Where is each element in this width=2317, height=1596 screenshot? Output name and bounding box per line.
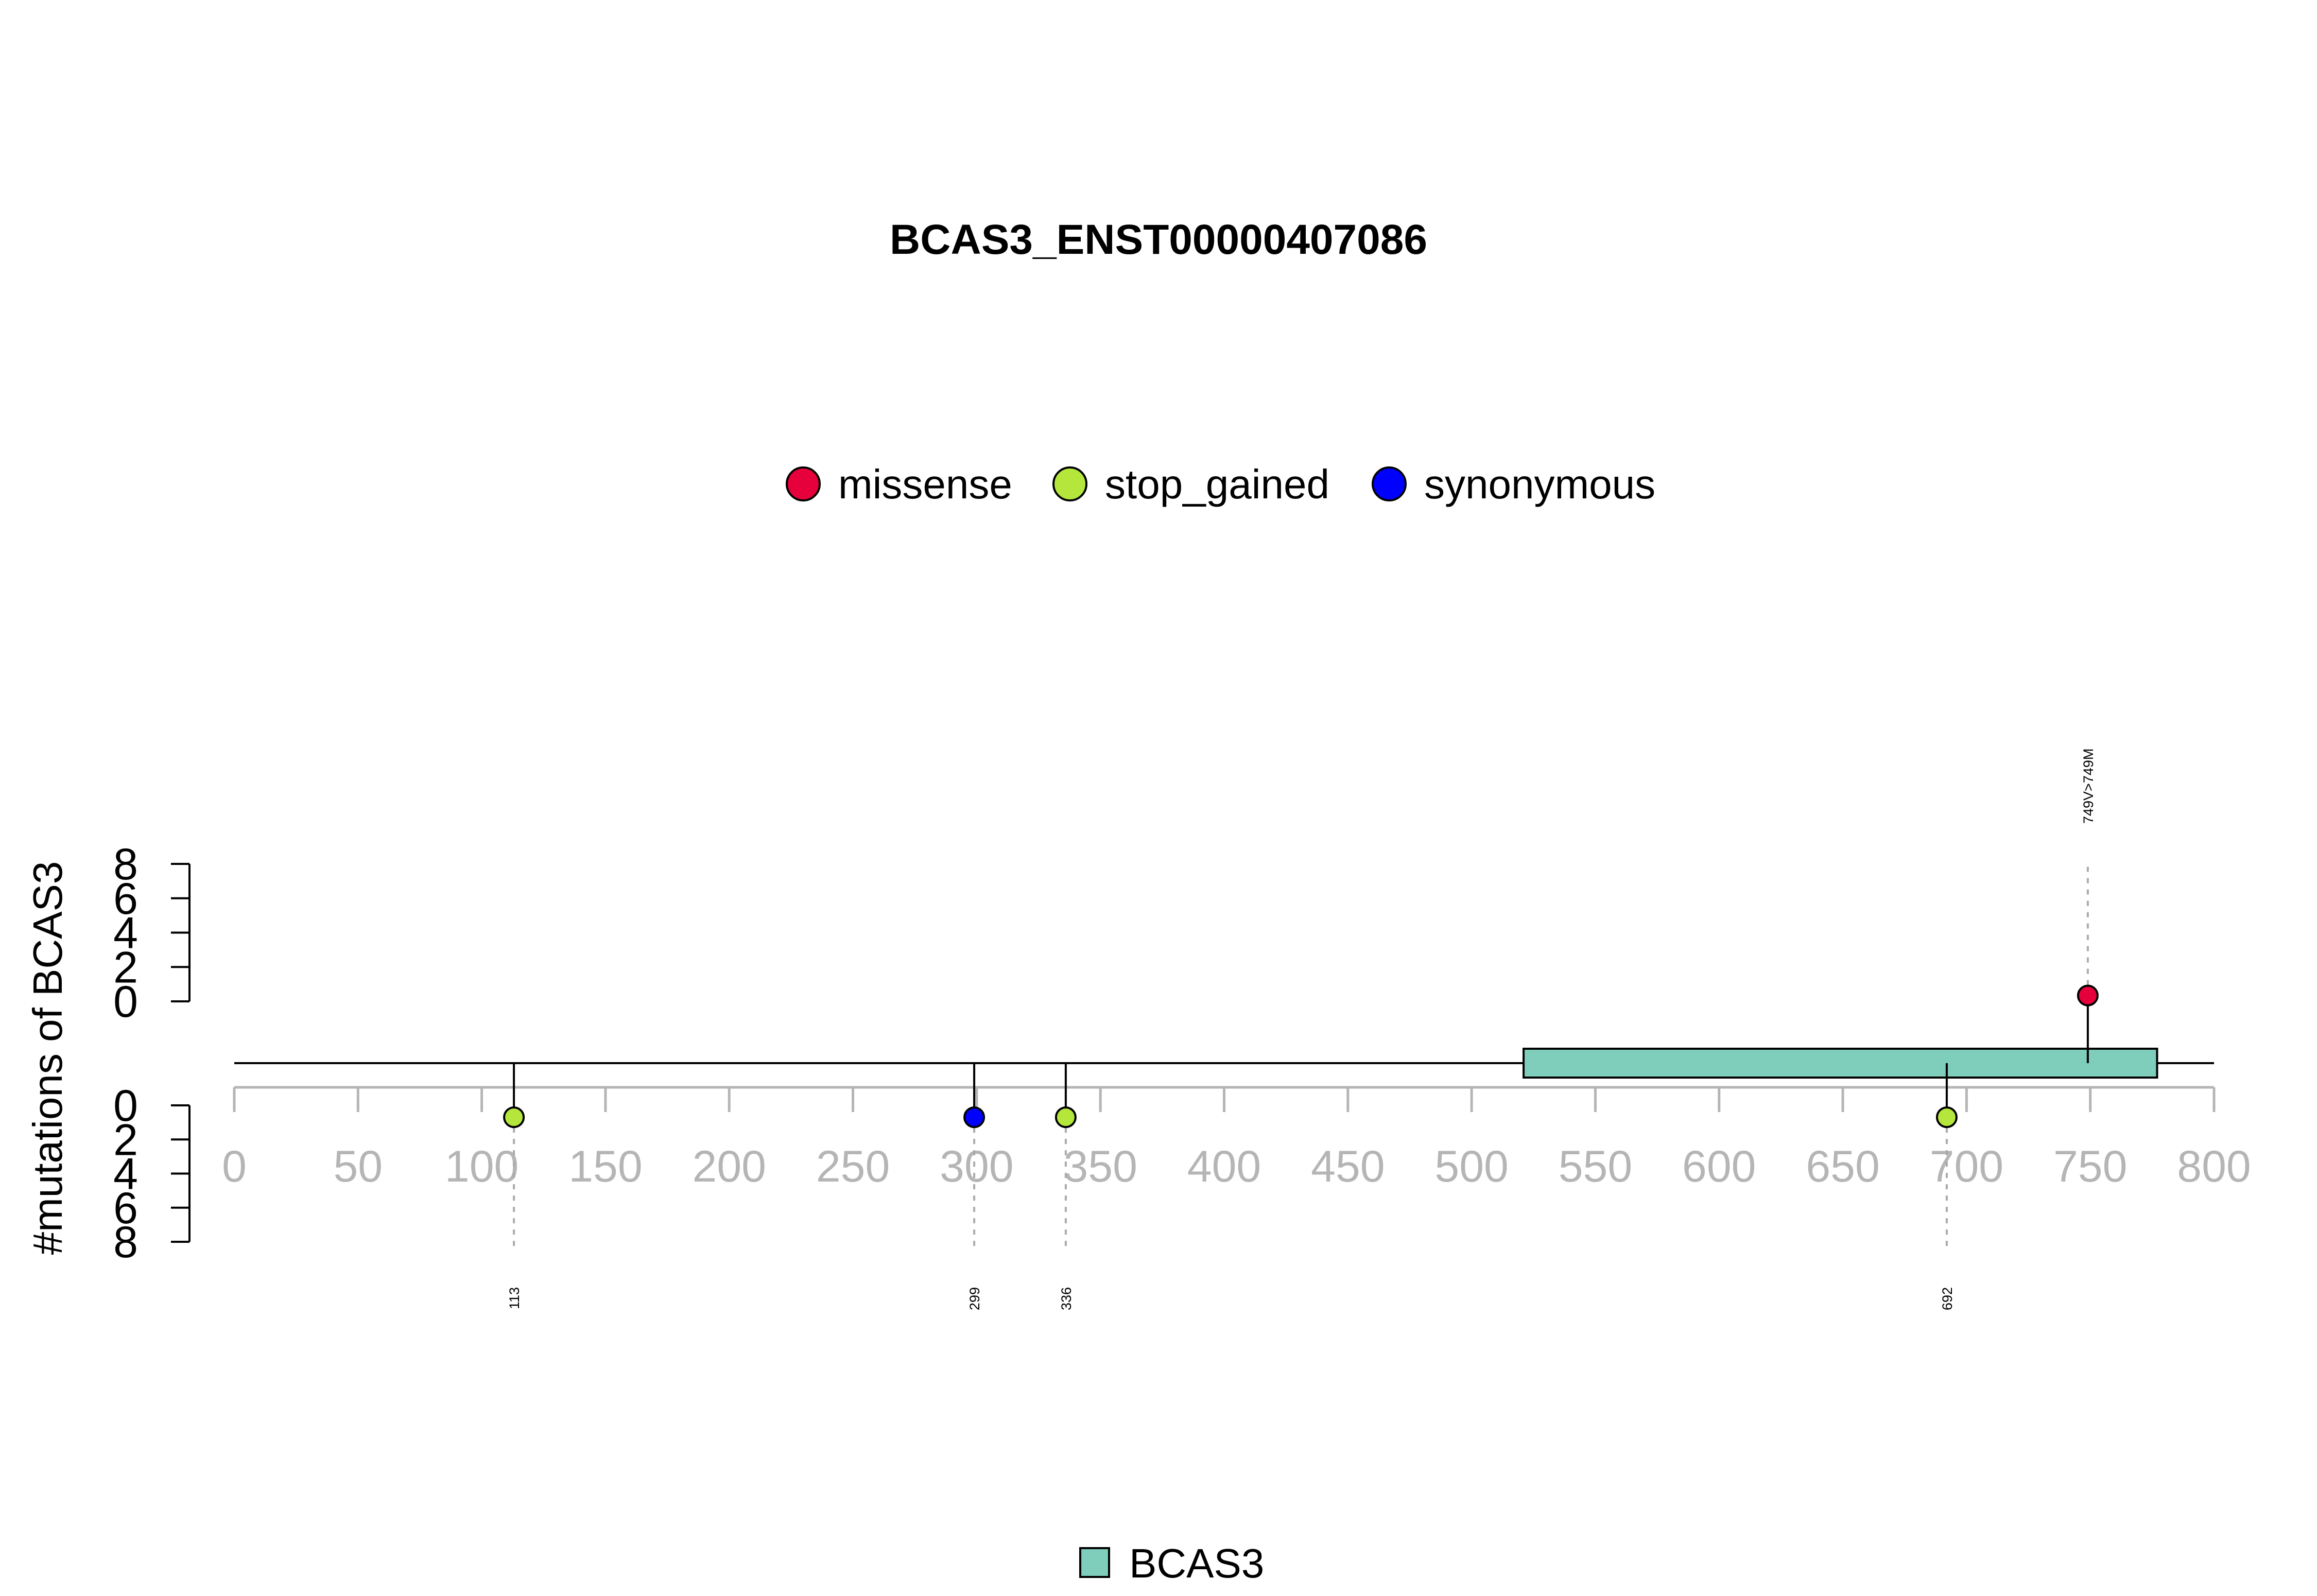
y-bottom-tick-label-6: 6 — [113, 1184, 138, 1233]
x-tick-label-300: 300 — [940, 1142, 1014, 1191]
y-bottom-tick-label-8: 8 — [113, 1218, 138, 1267]
x-tick-label-600: 600 — [1682, 1142, 1756, 1191]
mutation-lollipops: 113 299 336 692 749V>749M — [503, 749, 2099, 1310]
x-tick-label-50: 50 — [333, 1142, 383, 1191]
mutation-point — [963, 1106, 985, 1129]
y-top-tick-label-0: 0 — [113, 977, 138, 1027]
x-tick-label-350: 350 — [1063, 1142, 1137, 1191]
y-top-tick-label-4: 4 — [113, 909, 138, 958]
mutation-label: 336 — [1059, 1287, 1074, 1310]
x-tick-label-550: 550 — [1559, 1142, 1633, 1191]
legend-label-missense: missense — [838, 461, 1012, 507]
legend-marker-synonymous — [1372, 466, 1407, 501]
domain-legend: BCAS3 — [1079, 1540, 1264, 1586]
mutation-749V>749M: 749V>749M — [2077, 749, 2099, 1063]
mutation-113: 113 — [503, 1063, 525, 1309]
domain-BCAS3 — [1523, 1048, 2158, 1079]
legend-label-stop_gained: stop_gained — [1105, 461, 1329, 507]
mutation-692: 692 — [1935, 1063, 1958, 1310]
y-top-tick-label-8: 8 — [113, 840, 138, 889]
y-bottom-tick-label-0: 0 — [113, 1081, 138, 1131]
mutation-label: 299 — [967, 1287, 982, 1310]
y-axis-label: #mutations of BCAS3 — [25, 861, 71, 1255]
x-tick-label-100: 100 — [445, 1142, 519, 1191]
legend-domain-marker-BCAS3 — [1079, 1547, 1110, 1578]
x-tick-label-800: 800 — [2177, 1142, 2251, 1191]
mutation-336: 336 — [1054, 1063, 1077, 1310]
y-bottom-tick-label-2: 2 — [113, 1115, 138, 1165]
x-tick-label-150: 150 — [568, 1142, 643, 1191]
legend-marker-stop_gained — [1052, 466, 1087, 501]
domain-track — [1523, 1048, 2158, 1079]
x-tick-label-250: 250 — [816, 1142, 890, 1191]
x-axis: 0 50 100 150 200 250 300 350 400 450 500 550 600 650 7… — [222, 1086, 2251, 1191]
mutation-point — [503, 1106, 525, 1129]
y-top-tick-label-2: 2 — [113, 943, 138, 992]
x-tick-label-0: 0 — [222, 1142, 247, 1191]
mutation-point — [1054, 1106, 1077, 1129]
mutation-point — [2077, 984, 2099, 1007]
x-tick-label-450: 450 — [1311, 1142, 1385, 1191]
x-tick-label-700: 700 — [1930, 1142, 2004, 1191]
x-tick-label-650: 650 — [1806, 1142, 1880, 1191]
x-tick-label-500: 500 — [1434, 1142, 1509, 1191]
mutation-label: 749V>749M — [2081, 749, 2096, 824]
mutation-299: 299 — [963, 1063, 985, 1310]
legend-label-synonymous: synonymous — [1424, 461, 1655, 507]
x-tick-label-400: 400 — [1187, 1142, 1261, 1191]
y-top-tick-label-6: 6 — [113, 874, 138, 924]
legend-marker-missense — [786, 466, 821, 501]
chart-title: BCAS3_ENST00000407086 — [890, 216, 1427, 263]
mutation-label: 692 — [1940, 1287, 1955, 1310]
legend-domain-label-BCAS3: BCAS3 — [1129, 1540, 1264, 1586]
x-tick-label-750: 750 — [2053, 1142, 2128, 1191]
mutation-point — [1935, 1106, 1958, 1129]
mutation-legend: missense stop_gained synonymous — [786, 461, 1655, 507]
y-bottom-tick-label-4: 4 — [113, 1150, 138, 1199]
x-tick-label-200: 200 — [693, 1142, 767, 1191]
mutation-label: 113 — [507, 1287, 522, 1309]
